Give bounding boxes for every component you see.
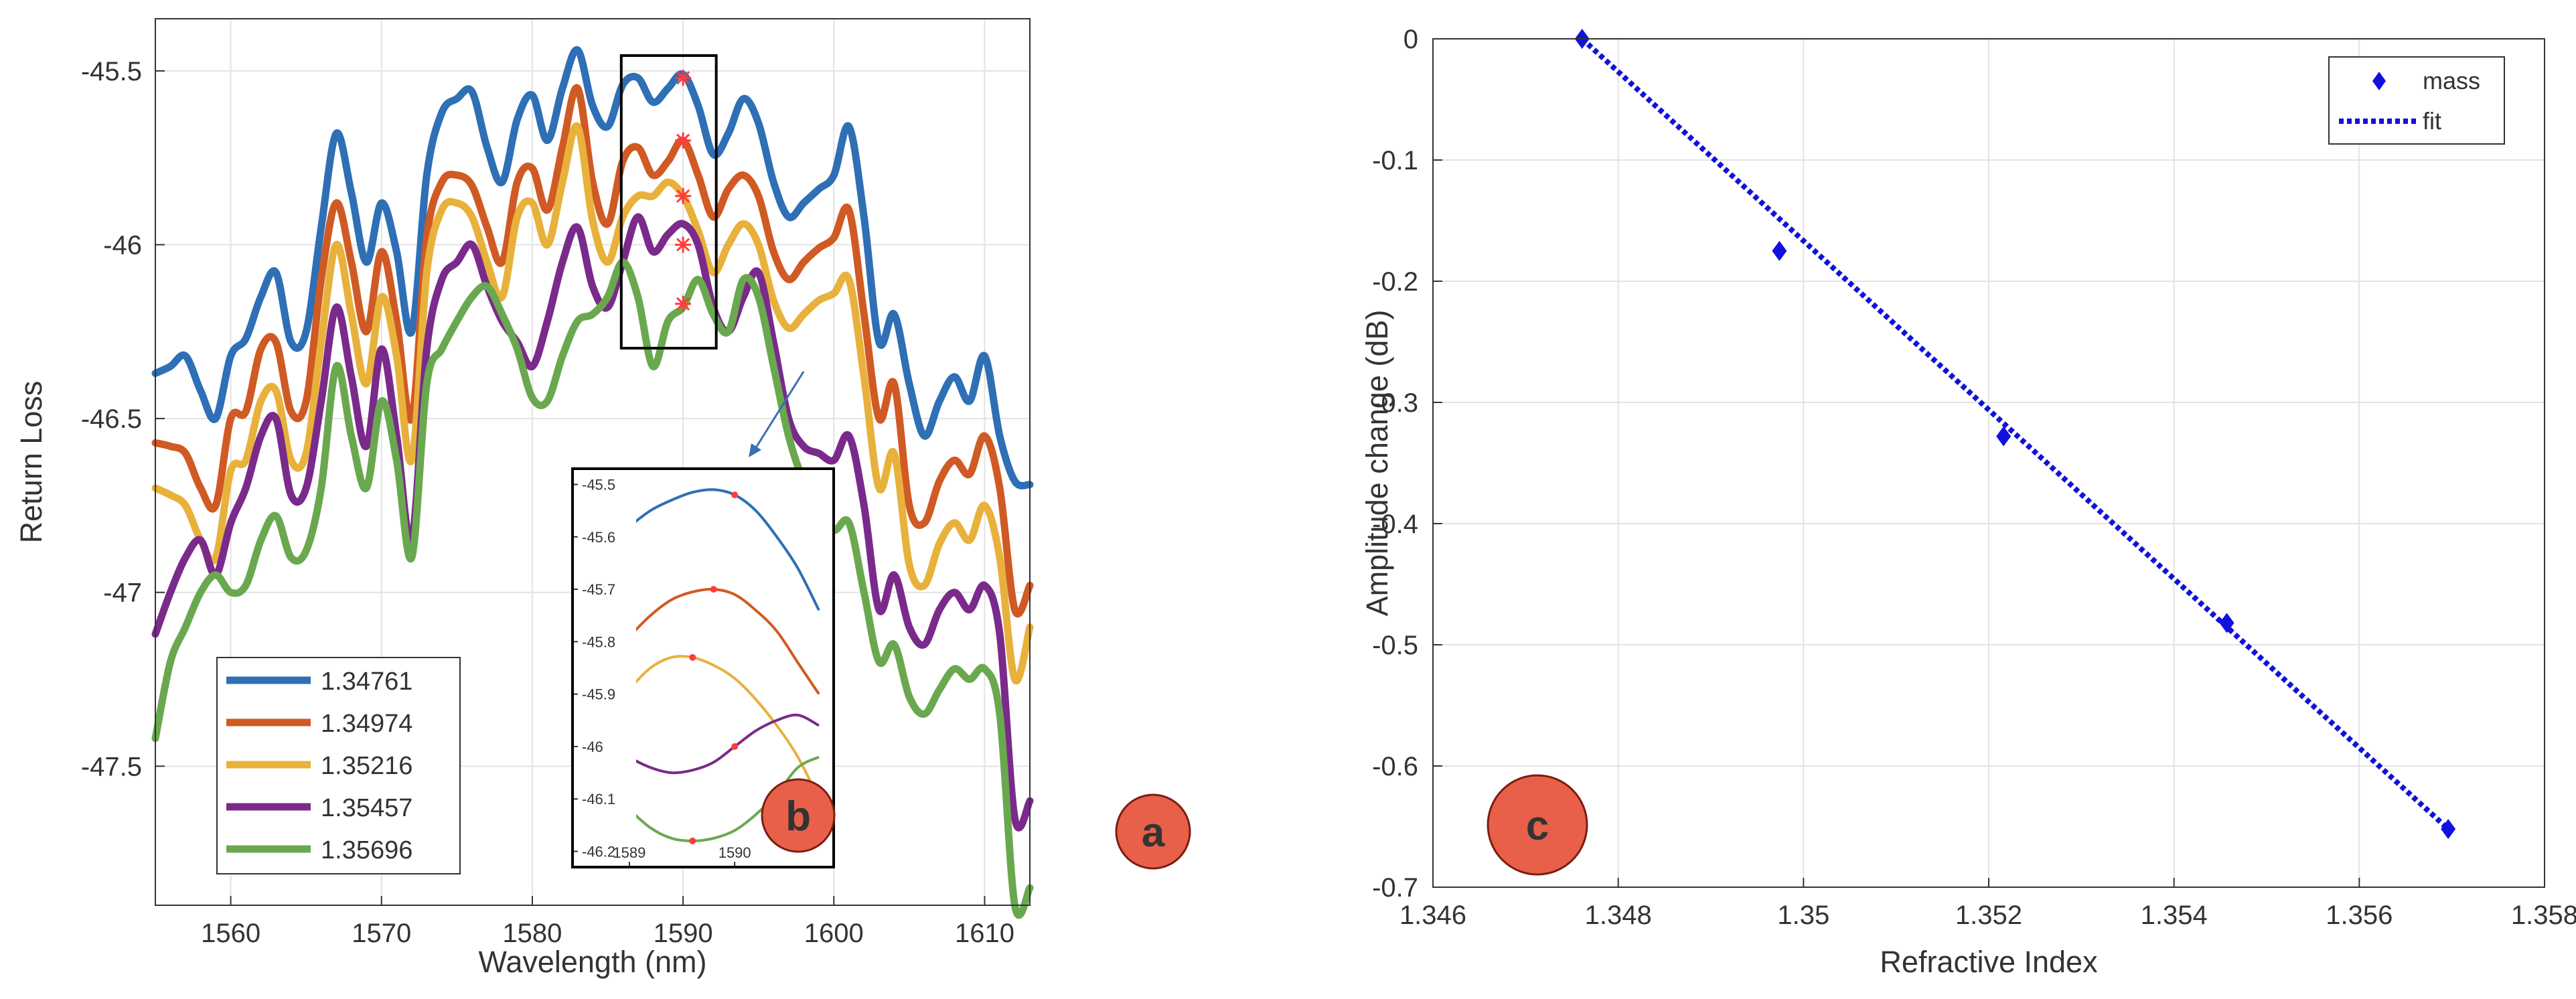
panel-c-ytick-label: -0.6 (1372, 752, 1418, 781)
panel-c-ytick-label: -0.5 (1372, 631, 1418, 660)
panel-a-ytick-label: -47.5 (81, 752, 142, 781)
panel-a-badge-label: a (1142, 810, 1165, 856)
panel-c-ytick-label: -0.1 (1372, 146, 1418, 175)
panel-a-ytick-label: -45.5 (81, 57, 142, 86)
panel-c-mass-point (1996, 426, 2012, 447)
panel-a-xtick-label: 1570 (352, 919, 411, 948)
panel-c-xtick-label: 1.354 (2141, 901, 2208, 930)
inset-b-xtick-label: 1590 (718, 844, 751, 861)
zoom-arrow (754, 371, 805, 449)
zoom-box (619, 54, 718, 350)
panel-c-badge-circle (1487, 774, 1588, 876)
panel-c-xtick-label: 1.348 (1585, 901, 1652, 930)
panel-b-badge-circle (761, 778, 836, 853)
panel-a-series-1.35696 (151, 258, 1034, 919)
panel-a-peak-marker (675, 187, 692, 204)
panel-a-series-1.34974 (151, 84, 1034, 618)
panel-a-legend-label: 1.35216 (321, 752, 412, 780)
panel-a-series-1.35457 (151, 213, 1034, 832)
panel-c-ytick-label: -0.4 (1372, 510, 1418, 539)
panel-b-badge-label: b (785, 793, 811, 840)
panel-c-mass-point (2441, 819, 2456, 840)
inset-b-peak-marker (689, 654, 696, 661)
inset-b-series-1.35457 (636, 713, 820, 775)
panel-a-xtick-label: 1610 (955, 919, 1014, 948)
panel-a-xtick-label: 1580 (502, 919, 562, 948)
inset-b-ytick-label: -45.6 (582, 529, 615, 546)
inset-b-ytick-label: -46.2 (582, 844, 615, 860)
panel-a-legend-label: 1.34974 (321, 710, 412, 738)
inset-b-series-1.35216 (636, 655, 820, 800)
panel-a-legend-label: 1.35696 (321, 836, 412, 864)
zoom-arrowhead (749, 443, 761, 457)
panel-a-xtick-label: 1600 (804, 919, 864, 948)
panel-a-peak-marker (675, 70, 692, 86)
panel-c-mass-point (1772, 240, 1787, 261)
inset-b-series-1.34761 (636, 488, 820, 611)
panel-c-xtick-label: 1.358 (2511, 901, 2576, 930)
panel-c-legend-box (2328, 56, 2505, 145)
panel-c-legend-mass-label: mass (2423, 67, 2480, 94)
inset-b-ytick-label: -46.1 (582, 791, 615, 808)
panel-c-ytick-label: -0.2 (1372, 267, 1418, 297)
panel-a-peak-marker (675, 295, 692, 312)
inset-b-peak-marker (689, 837, 696, 844)
panel-a-series-1.35216 (151, 122, 1034, 685)
panel-c-xlabel: Refractive Index (1880, 945, 2098, 979)
panel-a-frame (155, 18, 1031, 906)
inset-b-peak-marker (710, 586, 717, 593)
panel-a-xtick-label: 1590 (654, 919, 713, 948)
panel-a-ytick-label: -47 (103, 579, 142, 608)
panel-c-ytick-label: -0.7 (1372, 873, 1418, 903)
panel-c-legend-mass-marker (2372, 72, 2386, 90)
panel-a-ytick-label: -46.5 (81, 404, 142, 434)
panel-c-badge-label: c (1526, 803, 1549, 849)
panel-c-xtick-label: 1.356 (2326, 901, 2393, 930)
inset-b-ytick-label: -45.9 (582, 686, 615, 703)
panel-a-legend-label: 1.34761 (321, 668, 412, 696)
inset-b-series-1.34974 (636, 587, 820, 695)
panel-a-series-1.34761 (151, 46, 1034, 489)
panel-c-fit-line (1580, 37, 2450, 832)
panel-a-xtick-label: 1560 (201, 919, 260, 948)
panel-a-peak-marker (675, 132, 692, 149)
panel-a-xlabel: Wavelength (nm) (479, 945, 707, 979)
panel-a-badge-circle (1115, 793, 1191, 870)
inset-b-ytick-label: -45.8 (582, 633, 615, 650)
panel-c-mass-point (2219, 613, 2234, 633)
panel-c-xtick-label: 1.352 (1955, 901, 2022, 930)
panel-c-ytick-label: 0 (1404, 25, 1418, 54)
panel-c-frame (1432, 38, 2545, 888)
inset-b-frame (571, 467, 835, 868)
inset-b-ytick-label: -45.7 (582, 581, 615, 598)
panel-c-legend-fit-label: fit (2423, 107, 2441, 135)
panel-a-ytick-label: -46 (103, 230, 142, 260)
panel-c-ytick-label: -0.3 (1372, 388, 1418, 418)
inset-b-ytick-label: -45.5 (582, 476, 615, 493)
panel-a-peak-marker (675, 236, 692, 253)
inset-b-peak-marker (731, 491, 739, 499)
panel-a-ylabel: Return Loss (14, 381, 48, 544)
panel-c-xtick-label: 1.346 (1399, 901, 1466, 930)
inset-b-peak-marker (731, 743, 739, 750)
panel-a-legend-label: 1.35457 (321, 794, 412, 822)
inset-b-ytick-label: -46 (582, 739, 603, 755)
panel-c-xtick-label: 1.35 (1777, 901, 1829, 930)
inset-b-xtick-label: 1589 (613, 844, 646, 861)
panel-c-ylabel: Amplitude change (dB) (1360, 310, 1394, 617)
